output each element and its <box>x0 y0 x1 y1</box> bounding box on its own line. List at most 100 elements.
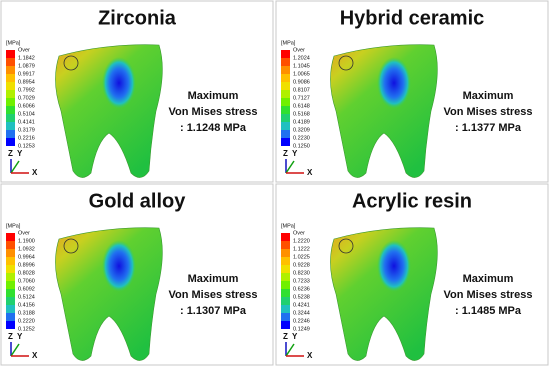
max-marker <box>338 238 354 254</box>
legend-label: 0.9964 <box>18 254 35 260</box>
legend-swatch <box>6 82 15 90</box>
legend-swatch <box>281 321 290 329</box>
legend-label: 0.8954 <box>18 79 35 85</box>
axis-label: X <box>307 168 313 177</box>
axis-label: X <box>307 351 313 360</box>
legend-swatch <box>6 281 15 289</box>
panel-border <box>275 183 549 366</box>
legend-label: 0.2216 <box>18 135 35 141</box>
legend-label: 0.6092 <box>18 286 35 292</box>
stress-text: : 1.1377 MPa <box>455 122 522 134</box>
legend-swatch <box>281 273 290 281</box>
legend-label: 0.9917 <box>18 71 35 77</box>
legend-label: 0.6148 <box>293 103 310 109</box>
axis-label: Z <box>283 149 288 158</box>
max-marker <box>63 55 79 71</box>
legend-swatch <box>6 58 15 66</box>
legend-label: Over <box>18 230 30 236</box>
legend-label: 0.8107 <box>293 87 310 93</box>
max-marker <box>63 238 79 254</box>
legend-label: 0.1252 <box>18 326 35 332</box>
axis-y <box>285 160 295 174</box>
stress-text: Von Mises stress <box>168 106 257 118</box>
legend-swatch <box>6 265 15 273</box>
legend-swatch <box>6 130 15 138</box>
axis-label: Z <box>8 149 13 158</box>
legend-label: 0.6236 <box>293 286 310 292</box>
legend-label: 0.9228 <box>293 262 310 268</box>
axis-label: Y <box>292 149 298 158</box>
axis-label: Z <box>283 332 288 341</box>
stress-text: Von Mises stress <box>168 289 257 301</box>
legend-swatch <box>6 138 15 146</box>
legend-swatch <box>6 241 15 249</box>
panel-border <box>0 183 274 366</box>
legend-swatch <box>281 249 290 257</box>
legend-swatch <box>281 305 290 313</box>
legend-swatch <box>281 265 290 273</box>
legend-label: 0.3209 <box>293 127 310 133</box>
legend-swatch <box>6 297 15 305</box>
stress-text: : 1.1307 MPa <box>180 305 247 317</box>
stress-text: Maximum <box>463 273 514 285</box>
legend-swatch <box>6 114 15 122</box>
stress-spot <box>102 240 136 292</box>
stress-spot <box>377 240 411 292</box>
legend-swatch <box>281 114 290 122</box>
legend-swatch <box>281 98 290 106</box>
legend-swatch <box>281 58 290 66</box>
legend-swatch <box>6 90 15 98</box>
panel: Hybrid ceramic [MPa]Over 1.2024 1.1045 1.006… <box>275 0 549 183</box>
legend-swatch <box>281 74 290 82</box>
legend-label: 0.7233 <box>293 278 310 284</box>
legend-swatch <box>281 50 290 58</box>
legend-label: Over <box>293 47 305 53</box>
panel: Gold alloy [MPa]Over 1.1900 1.0932 0.9964 0.8… <box>0 183 274 366</box>
panel-border <box>275 0 549 183</box>
legend-label: 0.8028 <box>18 270 35 276</box>
legend-swatch <box>281 289 290 297</box>
legend-label: 1.1045 <box>293 63 310 69</box>
legend-label: Over <box>18 47 30 53</box>
legend-label: 1.1222 <box>293 246 310 252</box>
legend-swatch <box>281 82 290 90</box>
legend-swatch <box>6 273 15 281</box>
legend-label: 0.2230 <box>293 135 310 141</box>
legend-swatch <box>6 98 15 106</box>
axis-y <box>10 343 20 357</box>
legend-swatch <box>6 313 15 321</box>
legend-swatch <box>6 74 15 82</box>
stress-text: Von Mises stress <box>443 106 532 118</box>
legend-label: 0.1253 <box>18 143 35 149</box>
panel: Acrylic resin [MPa]Over 1.2220 1.1222 1.0225… <box>275 183 549 366</box>
legend-label: 1.1842 <box>18 55 35 61</box>
legend-swatch <box>281 281 290 289</box>
stress-spot <box>102 57 136 109</box>
legend-label: 0.1250 <box>293 143 310 149</box>
legend-swatch <box>6 233 15 241</box>
legend-label: 0.2220 <box>18 318 35 324</box>
legend-label: 1.0879 <box>18 63 35 69</box>
legend-label: 0.5238 <box>293 294 310 300</box>
legend-swatch <box>6 249 15 257</box>
legend-label: 0.4141 <box>18 119 35 125</box>
legend-swatch <box>281 313 290 321</box>
axis-y <box>10 160 20 174</box>
legend-label: 0.9086 <box>293 79 310 85</box>
legend-label: 0.1249 <box>293 326 310 332</box>
legend-label: 0.3244 <box>293 310 310 316</box>
legend-swatch <box>281 122 290 130</box>
legend-label: 0.3188 <box>18 310 35 316</box>
legend-swatch <box>281 233 290 241</box>
panel-title: Hybrid ceramic <box>340 7 485 29</box>
legend-label: 1.0225 <box>293 254 310 260</box>
legend-label: 0.3179 <box>18 127 35 133</box>
legend-label: 0.4241 <box>293 302 310 308</box>
legend-swatch <box>281 138 290 146</box>
stress-text: Von Mises stress <box>443 289 532 301</box>
stress-text: Maximum <box>188 90 239 102</box>
axis-label: Y <box>17 332 23 341</box>
stress-text: Maximum <box>188 273 239 285</box>
